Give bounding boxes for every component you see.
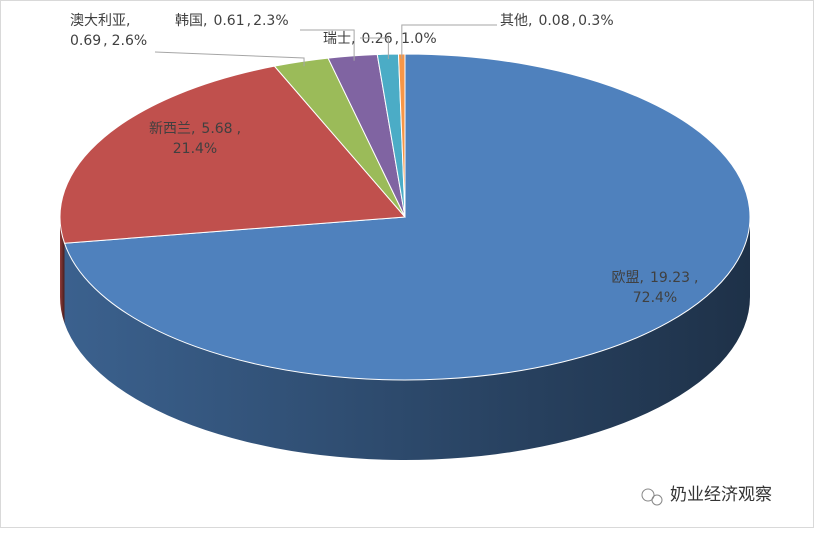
- label-percent: 2.6%: [112, 33, 148, 49]
- label-separator: ,: [191, 121, 195, 137]
- data-label: 韩国, 0.61, 2.3%: [175, 13, 289, 29]
- slice-side: [60, 217, 65, 324]
- label-separator: ,: [694, 270, 698, 286]
- watermark-text: 奶业经济观察: [670, 485, 772, 505]
- slice-side: [64, 217, 750, 460]
- leader-line: [300, 29, 355, 61]
- label-category: 其他: [500, 13, 528, 29]
- label-category: 新西兰: [149, 121, 191, 137]
- label-separator: ,: [126, 13, 130, 29]
- data-label: 澳大利亚, 0.69, 2.6%: [70, 13, 147, 49]
- label-value: 19.23: [650, 270, 690, 286]
- label-category: 瑞士: [323, 31, 351, 47]
- label-value: 5.68: [201, 121, 232, 137]
- label-percent: 72.4%: [633, 290, 677, 306]
- label-separator: ,: [640, 270, 644, 286]
- data-label: 其他, 0.08, 0.3%: [500, 13, 614, 29]
- data-label: 欧盟, 19.23, 72.4%: [612, 270, 699, 306]
- label-category: 澳大利亚: [70, 13, 126, 29]
- label-percent: 2.3%: [253, 13, 289, 29]
- label-separator: ,: [528, 13, 532, 29]
- label-category: 韩国: [175, 13, 203, 29]
- label-separator: ,: [203, 13, 207, 29]
- label-value: 0.08: [538, 13, 569, 29]
- label-value: 0.26: [361, 31, 392, 47]
- label-separator: ,: [351, 31, 355, 47]
- label-percent: 1.0%: [401, 31, 437, 47]
- watermark: 奶业经济观察: [641, 485, 772, 506]
- label-percent: 21.4%: [173, 141, 217, 157]
- label-separator: ,: [395, 31, 399, 47]
- slice: [63, 53, 751, 381]
- leader-line: [401, 24, 497, 59]
- pie: [59, 53, 751, 460]
- label-separator: ,: [237, 121, 241, 137]
- label-value: 0.61: [213, 13, 244, 29]
- label-category: 欧盟: [612, 270, 640, 286]
- label-separator: ,: [247, 13, 251, 29]
- label-separator: ,: [572, 13, 576, 29]
- watermark-icon: [641, 488, 655, 502]
- leader-line: [154, 51, 305, 67]
- watermark-icon: [651, 494, 663, 506]
- label-value: 0.69: [70, 33, 101, 49]
- data-label: 瑞士, 0.26, 1.0%: [323, 31, 437, 47]
- slice: [59, 65, 407, 244]
- label-separator: ,: [103, 33, 107, 49]
- data-label: 新西兰, 5.68, 21.4%: [149, 121, 241, 157]
- leader-line: [360, 37, 389, 60]
- label-percent: 0.3%: [578, 13, 614, 29]
